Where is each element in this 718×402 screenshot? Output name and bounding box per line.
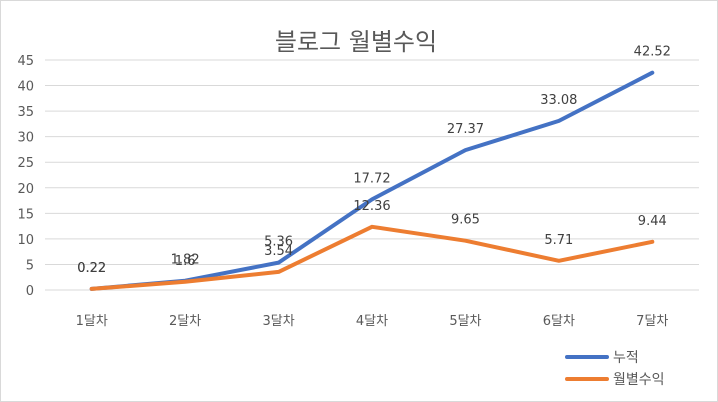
y-tick-label: 35	[17, 105, 34, 120]
x-tick-label: 5달차	[449, 314, 481, 329]
data-label: 12.36	[353, 199, 390, 214]
legend-label: 월별수익	[613, 372, 665, 388]
y-tick-label: 15	[17, 207, 34, 222]
y-tick-label: 10	[17, 233, 34, 248]
chart-title: 블로그 월별수익	[275, 28, 437, 56]
series-lines	[89, 70, 655, 291]
data-label: 9.44	[638, 214, 667, 229]
x-tick-label: 3달차	[262, 314, 294, 329]
x-tick-label: 2달차	[169, 314, 201, 329]
x-tick-label: 6달차	[543, 314, 575, 329]
series-line-2	[89, 224, 655, 291]
y-tick-label: 40	[17, 80, 34, 95]
data-label: 42.52	[634, 45, 671, 60]
x-tick-label: 4달차	[356, 314, 388, 329]
y-tick-label: 30	[17, 131, 34, 146]
x-axis-ticks: 1달차 2달차 3달차 4달차 5달차 6달차 7달차	[76, 314, 669, 329]
y-tick-label: 45	[17, 54, 34, 69]
data-label: 0.22	[77, 261, 106, 276]
data-label: 17.72	[353, 171, 390, 186]
y-tick-label: 0	[26, 284, 34, 299]
data-label: 33.08	[540, 93, 577, 108]
data-label: 0.22	[77, 261, 106, 276]
y-axis-ticks: 0 5 10 15 20 25 30 35 40 45	[17, 54, 34, 299]
data-label: 5.71	[544, 233, 573, 248]
y-tick-label: 25	[17, 156, 34, 171]
data-label: 1.82	[171, 253, 200, 268]
data-label: 5.36	[264, 235, 293, 250]
data-label: 9.65	[451, 213, 480, 228]
legend-label: 누적	[613, 350, 639, 366]
gridlines	[45, 59, 699, 291]
data-label: 3.54	[264, 244, 293, 259]
data-label: 1.6	[175, 254, 196, 269]
x-tick-label: 7달차	[636, 314, 668, 329]
y-tick-label: 20	[17, 182, 34, 197]
y-tick-label: 5	[26, 258, 34, 273]
data-label: 27.37	[447, 122, 484, 137]
x-tick-label: 1달차	[76, 314, 108, 329]
